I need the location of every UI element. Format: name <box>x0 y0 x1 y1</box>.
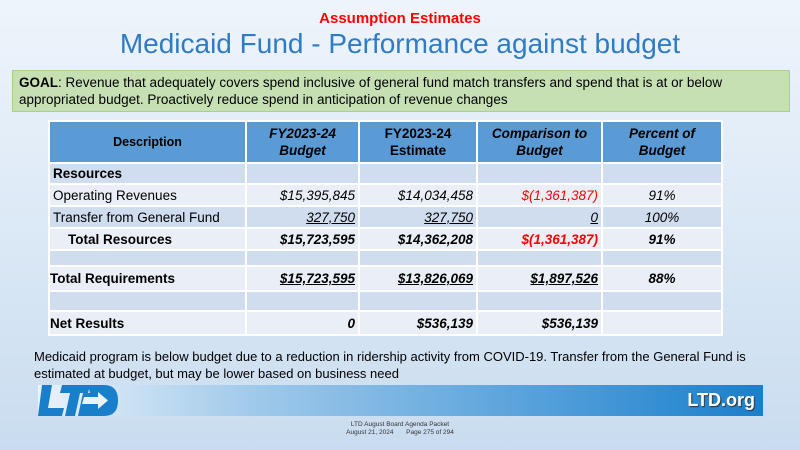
cell-percent <box>601 310 723 336</box>
row-desc: Resources <box>48 162 247 185</box>
slide-subtitle: Assumption Estimates <box>319 10 481 27</box>
ltd-logo-icon <box>38 385 118 416</box>
header-estimate: FY2023-24 Estimate <box>358 120 478 164</box>
cell-estimate: $14,034,458 <box>358 183 478 207</box>
budget-table: Description FY2023-24 Budget FY2023-24 E… <box>48 120 723 336</box>
table-row: Net Results 0 $536,139 $536,139 <box>48 310 723 336</box>
row-desc: Total Requirements <box>48 265 247 292</box>
cell-budget: $15,723,595 <box>245 227 360 251</box>
site-link[interactable]: LTD.org <box>687 390 755 410</box>
cell-comparison: 0 <box>590 209 598 225</box>
table-header: Description FY2023-24 Budget FY2023-24 E… <box>48 120 723 164</box>
cell-comparison: $1,897,526 <box>530 271 598 286</box>
cell-percent: 88% <box>601 265 723 292</box>
header-percent: Percent of Budget <box>601 120 723 164</box>
row-desc: Net Results <box>48 310 247 336</box>
slide-title: Medicaid Fund - Performance against budg… <box>119 28 681 59</box>
packet-date: August 21, 2024 <box>346 429 394 436</box>
table-row: Resources <box>48 162 723 185</box>
table-row-blank <box>48 249 723 267</box>
row-desc: Total Resources <box>48 227 247 251</box>
table-row: Total Requirements $15,723,595 $13,826,0… <box>48 265 723 292</box>
cell-comparison: $(1,361,387) <box>476 183 603 207</box>
table-row-blank <box>48 290 723 312</box>
cell-percent: 100% <box>601 205 723 229</box>
cell-budget: 327,750 <box>306 209 355 225</box>
goal-label: GOAL <box>19 75 58 90</box>
cell-percent: 91% <box>601 227 723 251</box>
cell-budget: 0 <box>245 310 360 336</box>
cell-budget: $15,723,595 <box>279 271 355 286</box>
footer-text: LTD August Board Agenda Packet August 21… <box>0 421 800 437</box>
cell-estimate: $536,139 <box>358 310 478 336</box>
goal-text: : Revenue that adequately covers spend i… <box>19 75 723 107</box>
note-text: Medicaid program is below budget due to … <box>34 349 746 381</box>
packet-label: LTD August Board Agenda Packet <box>350 421 450 428</box>
header-budget: FY2023-24 Budget <box>245 120 360 164</box>
footer-band: LTD.org <box>38 385 763 416</box>
cell-estimate: $13,826,069 <box>397 271 473 286</box>
goal-box: GOAL: Revenue that adequately covers spe… <box>12 70 790 112</box>
cell-comparison: $(1,361,387) <box>476 227 603 251</box>
table-row: Transfer from General Fund 327,750 327,7… <box>48 205 723 229</box>
cell-estimate: 327,750 <box>424 209 473 225</box>
row-desc: Transfer from General Fund <box>48 205 247 229</box>
cell-comparison: $536,139 <box>476 310 603 336</box>
cell-estimate: $14,362,208 <box>358 227 478 251</box>
cell-percent: 91% <box>601 183 723 207</box>
row-desc: Operating Revenues <box>48 183 247 207</box>
table-row: Total Resources $15,723,595 $14,362,208 … <box>48 227 723 251</box>
cell-budget: $15,395,845 <box>245 183 360 207</box>
page-number: Page 275 of 294 <box>406 429 454 436</box>
header-comparison: Comparison to Budget <box>476 120 603 164</box>
table-row: Operating Revenues $15,395,845 $14,034,4… <box>48 183 723 207</box>
header-description: Description <box>48 120 247 164</box>
